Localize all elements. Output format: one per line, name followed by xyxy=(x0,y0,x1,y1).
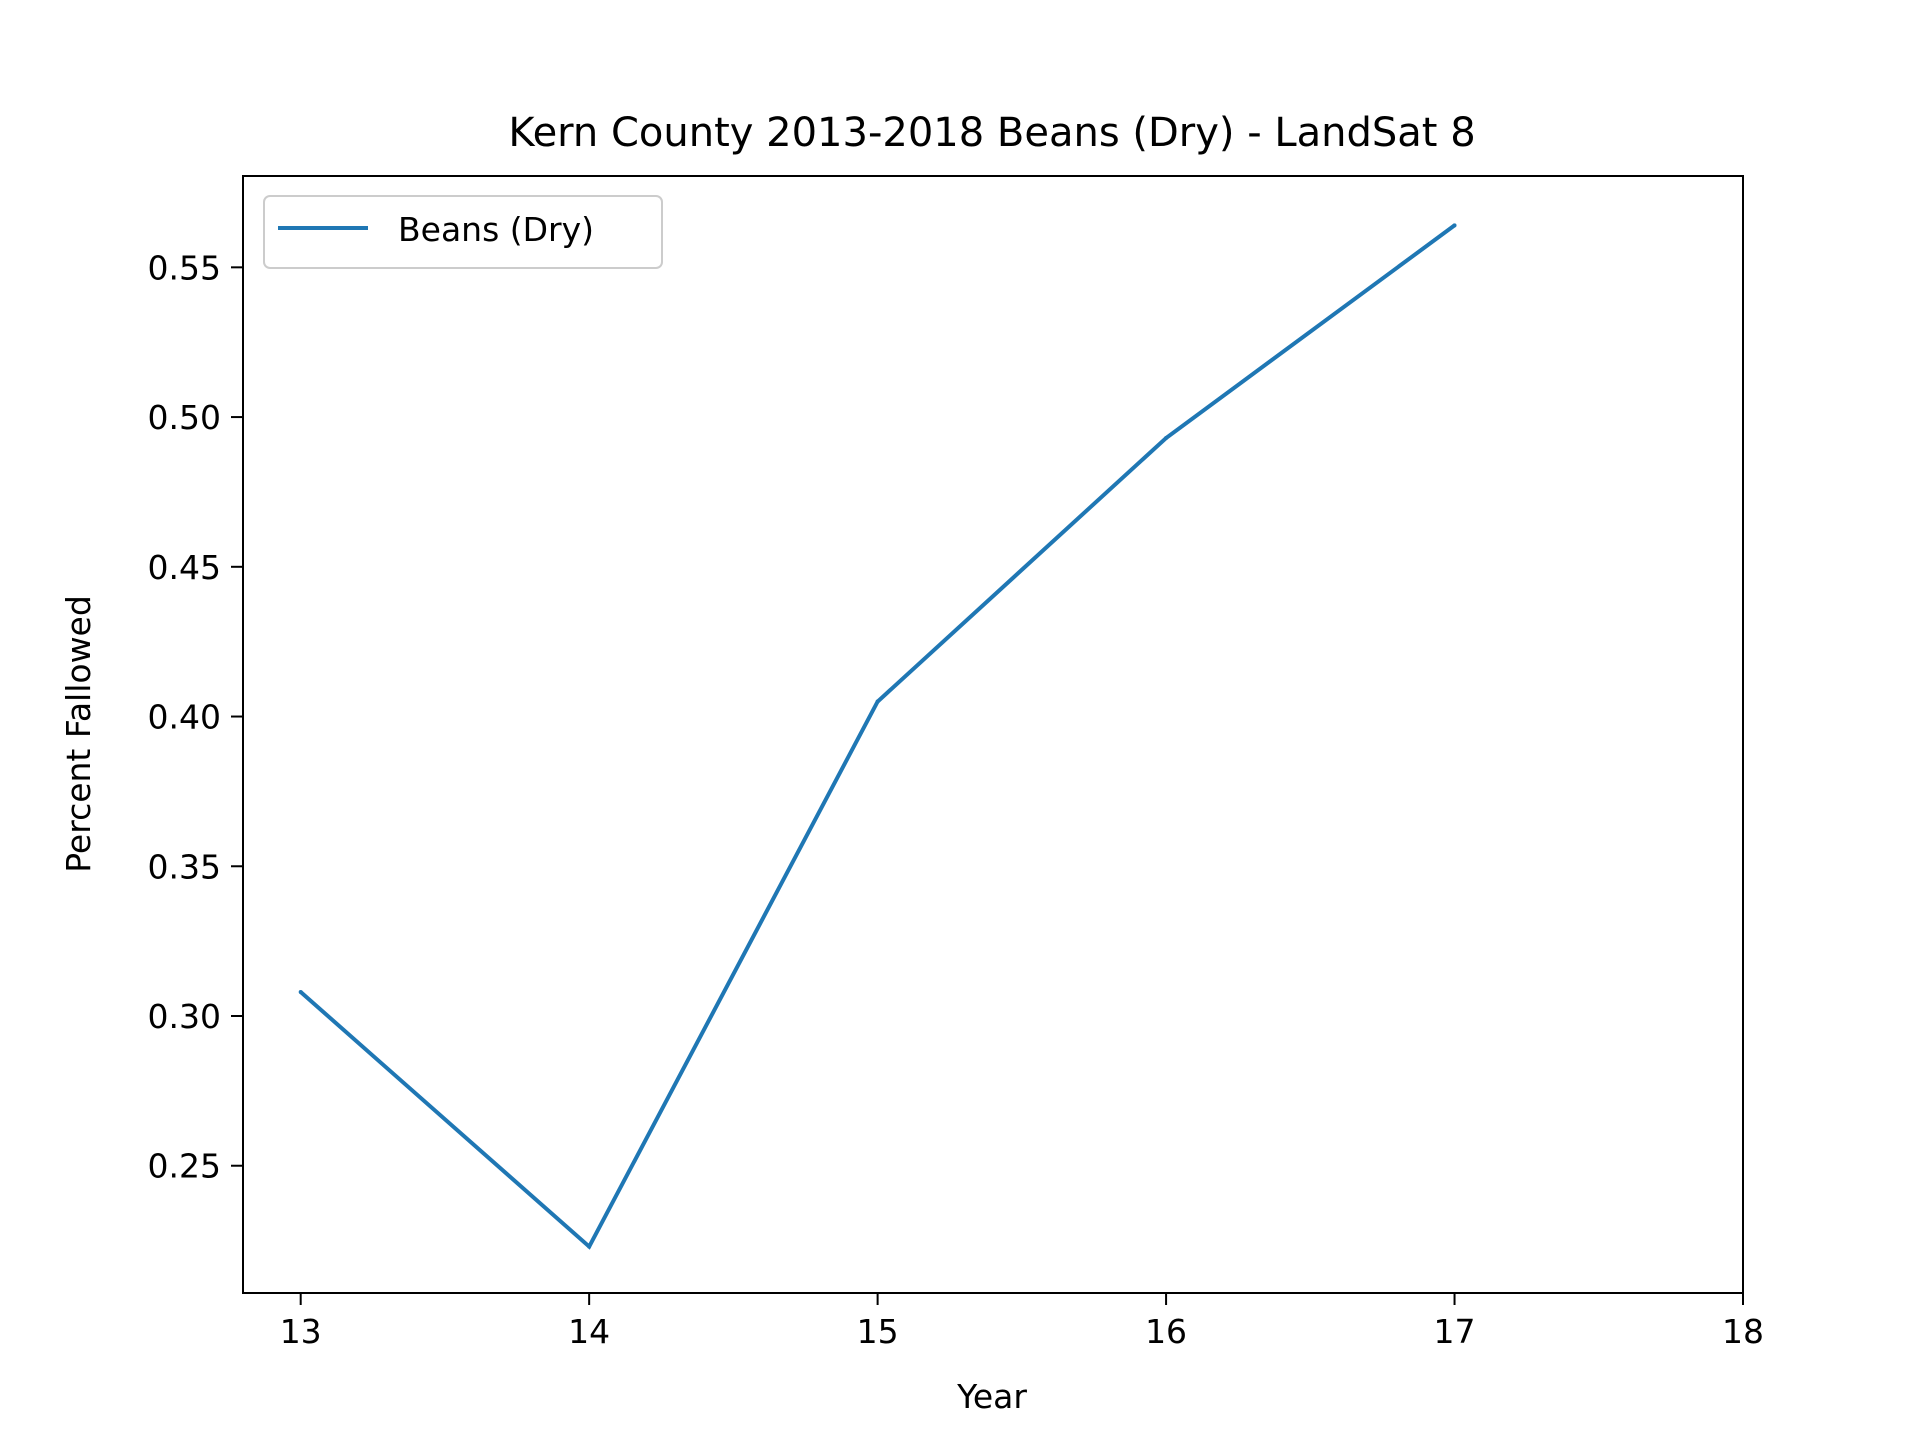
y-tick-label: 0.40 xyxy=(148,698,221,737)
x-tick-label: 17 xyxy=(1434,1312,1476,1351)
data-point xyxy=(1452,223,1457,228)
y-tick-label: 0.35 xyxy=(148,847,221,886)
y-tick-label: 0.50 xyxy=(148,398,221,437)
chart-title: Kern County 2013-2018 Beans (Dry) - Land… xyxy=(508,110,1475,156)
y-tick-label: 0.25 xyxy=(148,1147,221,1186)
data-point xyxy=(875,699,880,704)
plot-frame xyxy=(242,175,1744,1294)
data-point xyxy=(587,1244,592,1249)
y-tick-label: 0.30 xyxy=(148,997,221,1036)
x-tick-label: 13 xyxy=(280,1312,322,1351)
x-axis-label: Year xyxy=(956,1377,1027,1416)
x-tick-label: 15 xyxy=(857,1312,899,1351)
x-tick-label: 18 xyxy=(1722,1312,1764,1351)
y-tick-label: 0.45 xyxy=(148,548,221,587)
legend: Beans (Dry) xyxy=(263,195,663,269)
data-point xyxy=(1164,436,1169,441)
y-axis: 0.25 0.30 0.35 0.40 0.45 0.50 0.55 xyxy=(148,248,243,1186)
x-tick-label: 16 xyxy=(1145,1312,1187,1351)
data-point xyxy=(298,990,303,995)
x-axis: 13 14 15 16 17 18 xyxy=(280,1293,1764,1351)
y-tick-label: 0.55 xyxy=(148,248,221,287)
x-tick-label: 14 xyxy=(568,1312,610,1351)
series-line xyxy=(299,223,1456,1250)
y-axis-label: Percent Fallowed xyxy=(59,595,98,873)
legend-label: Beans (Dry) xyxy=(398,210,594,249)
legend-box xyxy=(263,195,663,269)
plot-area xyxy=(298,223,1457,1250)
